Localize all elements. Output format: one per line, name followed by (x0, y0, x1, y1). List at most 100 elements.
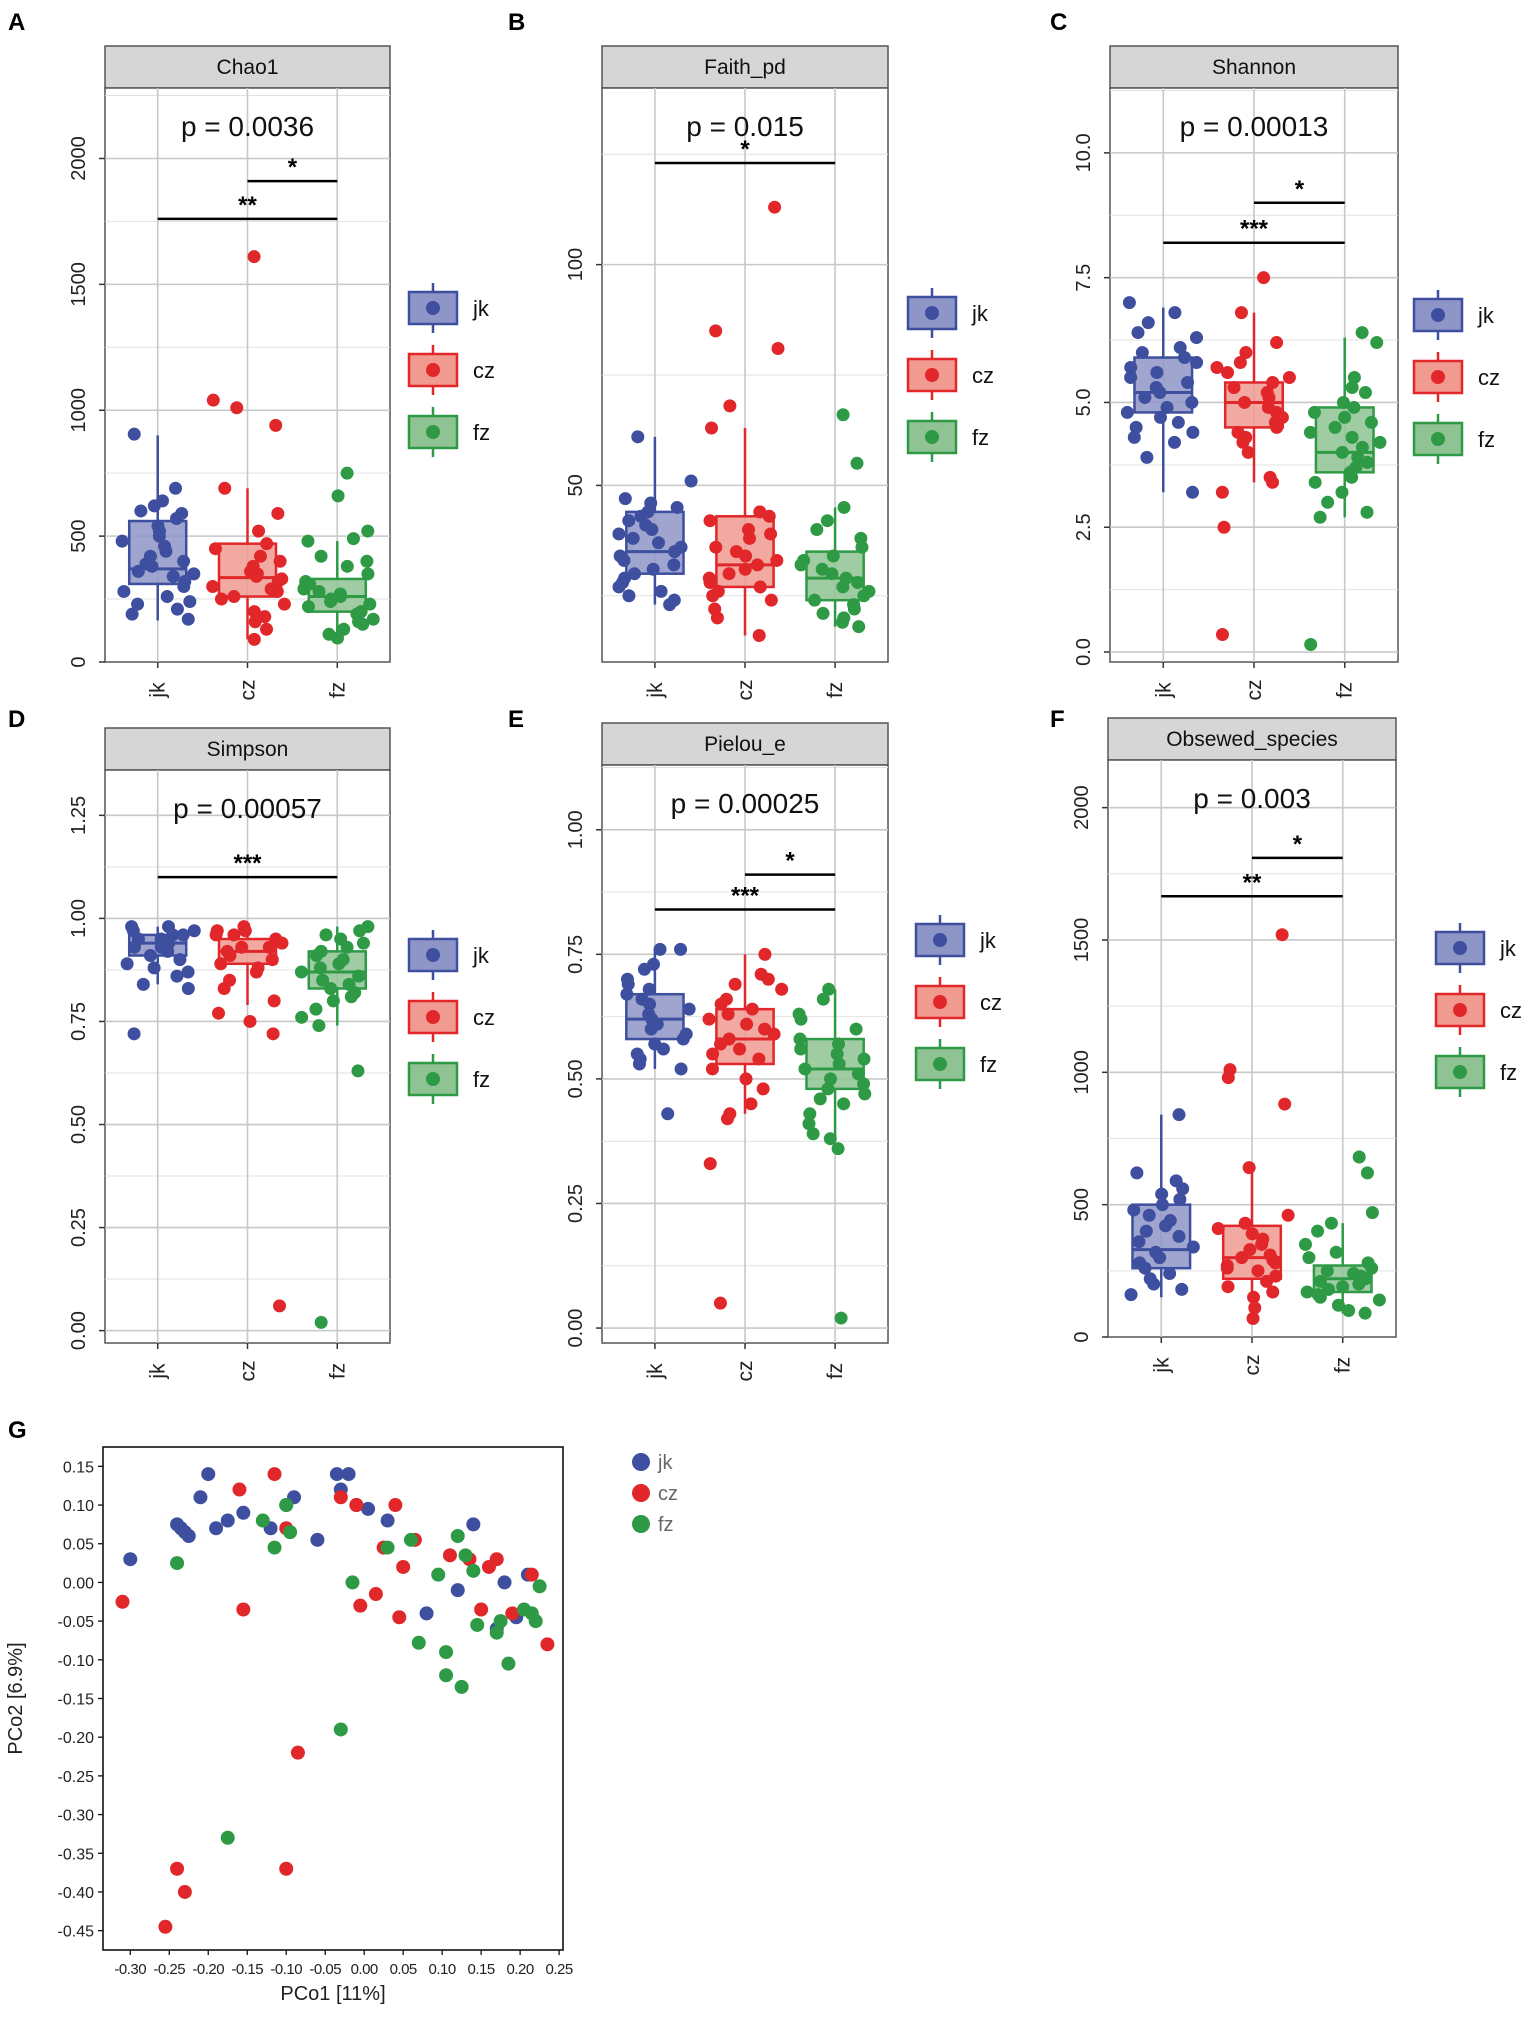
y-tick-label: 0.00 (68, 1311, 90, 1350)
data-point-cz (214, 957, 228, 971)
data-point-fz (794, 1012, 808, 1026)
data-point-jk (621, 977, 635, 991)
data-point-cz (752, 1052, 766, 1066)
data-point-fz (1313, 1274, 1327, 1288)
legend-label: fz (980, 1052, 997, 1077)
data-point-jk (115, 534, 129, 548)
data-point-cz (260, 622, 274, 636)
y-tick-label: 1500 (1071, 918, 1093, 963)
legend-dot (426, 1072, 440, 1086)
data-point-fz (344, 990, 358, 1004)
data-point-fz (301, 534, 315, 548)
facet-title: Shannon (1212, 56, 1296, 79)
panel-e: E Pielou_e 0.00 0.25 0.50 0.75 1.00 jk cz fz p = 0… (508, 706, 1002, 1382)
data-point-cz (738, 562, 752, 576)
legend-item-fz: fz (906, 412, 989, 462)
data-point-cz (1247, 1290, 1261, 1304)
data-point-cz (206, 579, 220, 593)
x-tick-label: cz (734, 680, 757, 701)
x-tick-label: jk (644, 682, 667, 699)
data-point-fz (1311, 1224, 1325, 1238)
data-point-jk (661, 1107, 675, 1121)
data-point-cz (1210, 361, 1224, 375)
panel-c: C Shannon 0.0 2.5 5.0 7.5 10.0 jk cz fz p = 0.0001… (1050, 9, 1500, 701)
legend-item-jk: jk (1434, 923, 1517, 973)
data-point-jk (1185, 395, 1199, 409)
data-point-fz (314, 549, 328, 563)
data-point-cz (744, 1097, 758, 1111)
data-point-cz (249, 965, 263, 979)
y-tick-label: -0.20 (58, 1730, 95, 1747)
legend-label: cz (658, 1483, 678, 1505)
data-point-cz (1227, 380, 1241, 394)
data-point-cz (1268, 1256, 1282, 1270)
data-point-cz (262, 940, 276, 954)
data-point-jk (656, 1042, 670, 1056)
data-point-cz (743, 531, 757, 545)
y-tick-label: 50 (565, 474, 587, 496)
data-point-fz (1298, 1237, 1312, 1251)
scatter-point-fz (403, 1532, 418, 1547)
data-point-cz (230, 401, 244, 415)
scatter-point-cz (236, 1602, 251, 1617)
scatter-point-fz (439, 1668, 454, 1683)
scatter-point-fz (345, 1575, 360, 1590)
scatter-point-fz (501, 1656, 516, 1671)
data-point-jk (170, 602, 184, 616)
data-point-fz (1313, 510, 1327, 524)
data-point-fz (1320, 1264, 1334, 1278)
data-point-fz (1342, 1304, 1356, 1318)
data-point-cz (277, 597, 291, 611)
data-point-jk (131, 564, 145, 578)
data-point-jk (1153, 410, 1167, 424)
x-tick-label: -0.25 (153, 1961, 185, 1978)
x-tick-label: 0.25 (546, 1961, 573, 1978)
data-point-cz (1270, 336, 1284, 350)
data-point-jk (1140, 450, 1154, 464)
data-point-fz (1321, 495, 1335, 509)
data-point-jk (626, 531, 640, 545)
data-point-fz (1304, 638, 1318, 652)
scatter-point-fz (466, 1563, 481, 1578)
data-point-jk (1127, 1203, 1141, 1217)
data-point-jk (147, 499, 161, 513)
legend-label: fz (473, 1067, 490, 1092)
legend-label: jk (979, 928, 997, 953)
significance-stars: *** (1240, 216, 1269, 243)
scatter-point-jk (220, 1513, 235, 1528)
data-point-jk (181, 612, 195, 626)
data-point-jk (147, 961, 161, 975)
x-tick-label: 0.20 (507, 1961, 534, 1978)
legend-dot (1431, 308, 1445, 322)
legend-dot (632, 1484, 650, 1502)
y-tick-label: 10.0 (1073, 133, 1095, 172)
data-point-jk (160, 590, 174, 604)
data-point-fz (313, 961, 327, 975)
data-point-jk (645, 523, 659, 537)
legend-dot (426, 301, 440, 315)
data-point-jk (1138, 1261, 1152, 1275)
data-point-fz (816, 992, 830, 1006)
data-point-cz (709, 540, 723, 554)
data-point-fz (1358, 385, 1372, 399)
data-point-cz (1257, 271, 1271, 285)
data-point-fz (366, 612, 380, 626)
data-point-fz (832, 1037, 846, 1051)
data-point-cz (713, 1296, 727, 1310)
data-point-jk (176, 928, 190, 942)
data-point-cz (1266, 1285, 1280, 1299)
legend-item-cz: cz (407, 345, 495, 395)
scatter-point-jk (236, 1505, 251, 1520)
data-point-cz (703, 576, 717, 590)
data-point-fz (1307, 405, 1321, 419)
y-tick-label: -0.40 (58, 1885, 95, 1902)
data-point-jk (1190, 356, 1204, 370)
y-tick-label: 1.00 (565, 810, 587, 849)
significance-stars: *** (233, 850, 262, 877)
data-point-cz (750, 558, 764, 572)
legend-label: cz (972, 363, 994, 388)
data-point-fz (821, 1082, 835, 1096)
legend-dot (426, 1010, 440, 1024)
y-tick-label: 100 (565, 248, 587, 281)
